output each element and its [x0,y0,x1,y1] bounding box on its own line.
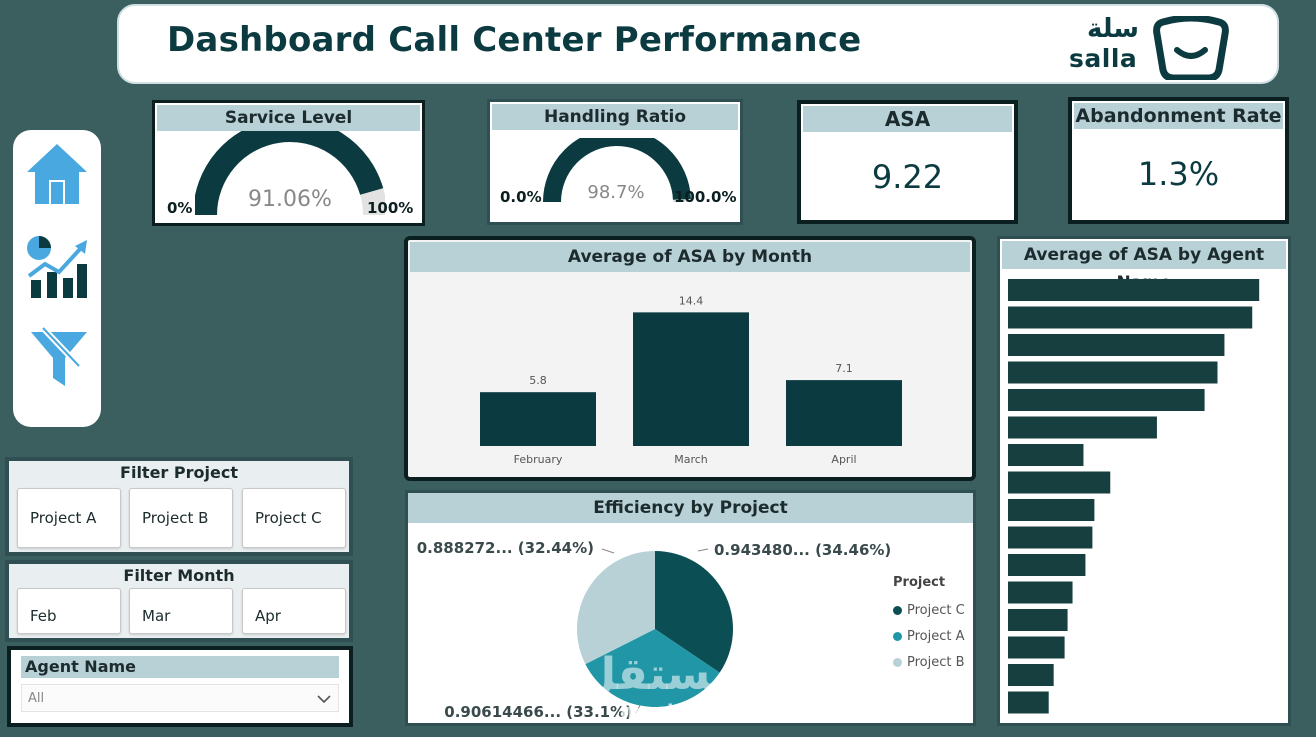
asa-by-month-chart: 5.8 February 14.4 March 7.1 April [480,294,902,466]
agent-name-slicer: Agent Name All [7,646,353,727]
home-icon[interactable] [25,140,89,206]
filter-month-panel: Filter Month Feb Mar Apr [5,560,353,642]
abandonment-rate-title: Abandonment Rate [1074,103,1283,129]
pie-leader-line [601,548,615,554]
agent-name-title: Agent Name [21,656,339,678]
month-feb-option[interactable]: Feb [17,588,121,634]
month-category-label: April [831,453,856,466]
agent-name-dropdown[interactable]: All [21,684,339,712]
agent-bar[interactable] [1008,306,1253,329]
pie-legend: Project C Project A Project B [893,597,965,675]
asa-by-month-card: Average of ASA by Month 5.8 February 14.4 M… [404,236,976,481]
navigation-panel [13,130,101,427]
handling-ratio-card: Handling Ratio 98.7% 0.0% 100.0% [487,99,743,225]
pie-slice[interactable] [585,629,720,707]
asa-by-agent-card: Average of ASA by Agent Name [997,236,1291,726]
agent-bar[interactable] [1008,389,1205,411]
asa-card: ASA 9.22 [797,100,1018,224]
watermark-latin: mostaql.com [620,699,765,723]
project-a-option[interactable]: Project A [17,488,121,548]
asa-title: ASA [803,106,1012,132]
project-b-option[interactable]: Project B [129,488,233,548]
month-apr-option[interactable]: Apr [242,588,346,634]
pie-slice-label: 0.943480... (34.46%) [714,541,891,559]
agent-bar[interactable] [1008,279,1260,301]
agent-bar[interactable] [1008,416,1157,439]
agent-bar[interactable] [1008,499,1095,521]
agent-bar[interactable] [1008,691,1049,714]
salla-bag-icon [1153,16,1229,80]
watermark-arabic: مستقل [578,649,739,700]
efficiency-by-project-card: Efficiency by Project 0.943480... (34.46… [405,490,976,726]
month-category-label: February [514,453,563,466]
month-bar[interactable] [633,312,749,446]
legend-dot [893,631,902,641]
efficiency-title: Efficiency by Project [408,493,973,523]
agent-bar[interactable] [1008,334,1225,356]
filter-month-title: Filter Month [123,566,235,585]
asa-by-month-title: Average of ASA by Month [410,242,970,272]
pie-leader-line [635,704,641,714]
legend-label: Project B [907,654,965,670]
month-bar[interactable] [786,380,902,446]
pie-slice-label: 0.888272... (32.44%) [417,539,594,557]
agent-bar[interactable] [1008,554,1086,576]
month-bar-value-label: 5.8 [529,374,547,387]
service-level-title: Sarvice Level [157,105,420,131]
month-bar-value-label: 14.4 [679,294,704,307]
legend-dot [893,657,902,667]
agent-bar[interactable] [1008,471,1111,494]
month-bar[interactable] [480,392,596,446]
abandonment-rate-value: 1.3% [1137,155,1220,193]
header-banner: Dashboard Call Center Performance سلة sa… [117,4,1279,84]
agent-name-selected: All [28,691,45,706]
legend-item[interactable]: Project A [893,623,965,649]
legend-label: Project A [907,628,965,644]
pie-slice[interactable] [577,551,655,665]
legend-title: Project [893,575,946,590]
project-c-option[interactable]: Project C [242,488,346,548]
handling-ratio-max: 100.0% [674,188,737,206]
handling-ratio-title: Handling Ratio [492,104,738,130]
agent-bar[interactable] [1008,361,1218,384]
service-level-card: Sarvice Level 91.06% 0% 100% [152,100,425,226]
filter-project-title: Filter Project [120,463,238,482]
page-title: Dashboard Call Center Performance [167,20,862,60]
handling-ratio-gauge [543,138,691,203]
asa-by-agent-title: Average of ASA by Agent Name [1002,241,1286,293]
agent-bar[interactable] [1008,609,1068,631]
legend-item[interactable]: Project C [893,597,965,623]
legend-label: Project C [907,602,965,618]
logo-latin-text: salla [1069,44,1138,73]
agent-bar[interactable] [1008,444,1084,466]
service-level-value: 91.06% [248,187,332,212]
month-bar-value-label: 7.1 [835,362,853,375]
filter-project-panel: Filter Project Project A Project B Proje… [5,457,353,556]
salla-logo: سلة salla [1069,14,1229,80]
asa-value: 9.22 [871,158,944,196]
efficiency-pie-chart: 0.943480... (34.46%) 0.90614466... (33.1%… [417,539,892,721]
agent-bar[interactable] [1008,664,1054,686]
logo-arabic-text: سلة [1087,14,1139,44]
pie-slice[interactable] [655,551,733,673]
legend-dot [893,605,902,615]
service-level-max: 100% [367,199,414,217]
handling-ratio-value: 98.7% [587,182,645,203]
month-mar-option[interactable]: Mar [129,588,233,634]
handling-ratio-min: 0.0% [500,188,542,206]
pie-slice-label: 0.90614466... (33.1%) [444,703,632,721]
analytics-chart-icon[interactable] [25,234,91,300]
chevron-down-icon [317,695,331,704]
pie-leader-line [697,548,709,552]
abandonment-rate-card: Abandonment Rate 1.3% [1068,97,1289,224]
agent-bar[interactable] [1008,581,1073,604]
asa-by-agent-chart [1008,279,1260,714]
legend-item[interactable]: Project B [893,649,965,675]
agent-bar[interactable] [1008,636,1065,659]
month-category-label: March [674,453,708,466]
agent-bar[interactable] [1008,526,1093,549]
filter-clear-icon[interactable] [29,326,89,390]
service-level-gauge [195,131,385,216]
service-level-min: 0% [167,199,193,217]
